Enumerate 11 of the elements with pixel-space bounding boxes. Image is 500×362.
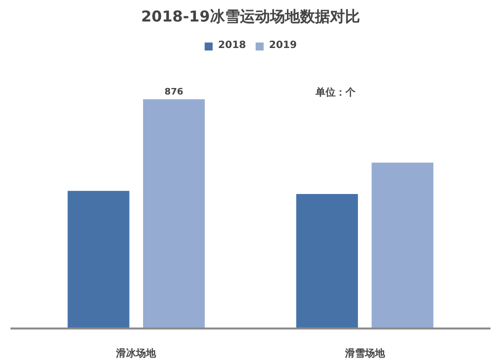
x-tick-label: 滑雪场地: [344, 348, 386, 360]
legend-label: 2018: [218, 40, 246, 51]
bar: [143, 99, 205, 328]
x-tick-label: 滑冰场地: [115, 348, 158, 360]
data-label: 876: [164, 87, 184, 98]
text: 单位：个: [314, 86, 356, 98]
chart-title: 2018-19冰雪运动场地数据对比: [141, 8, 360, 26]
bar: [68, 190, 130, 328]
bar: [296, 194, 358, 328]
legend-label: 2019: [269, 40, 297, 51]
bar: [372, 162, 434, 328]
